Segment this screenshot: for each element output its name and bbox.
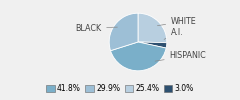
Wedge shape: [111, 42, 166, 71]
Text: A.I.: A.I.: [164, 28, 184, 39]
Text: BLACK: BLACK: [75, 24, 117, 33]
Text: WHITE: WHITE: [157, 17, 197, 26]
Legend: 41.8%, 29.9%, 25.4%, 3.0%: 41.8%, 29.9%, 25.4%, 3.0%: [43, 81, 197, 96]
Wedge shape: [138, 13, 167, 43]
Text: HISPANIC: HISPANIC: [155, 51, 206, 61]
Wedge shape: [138, 42, 167, 48]
Wedge shape: [109, 13, 138, 51]
